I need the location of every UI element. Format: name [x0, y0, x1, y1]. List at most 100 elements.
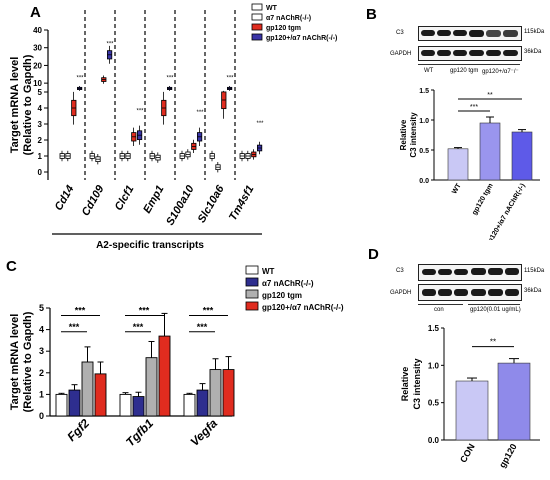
y-axis-title: Relative	[400, 367, 410, 402]
panel-label-b: B	[366, 6, 377, 23]
y-tick-label: 1.0	[419, 118, 429, 125]
gapdh-blot-label: GAPDH	[390, 51, 412, 57]
legend-swatch-1	[251, 13, 263, 21]
legend-label-0: WT	[266, 5, 278, 12]
bar-3	[94, 373, 107, 417]
bar-2	[209, 369, 222, 417]
bar-0	[119, 393, 132, 417]
sig-star: ***	[196, 110, 204, 116]
y-tick-label: 0.0	[428, 436, 440, 445]
panel-label-d: D	[368, 246, 379, 263]
legend-swatch-3	[245, 301, 259, 311]
bar-1	[68, 389, 81, 417]
y-axis-title: Target mRNA level	[9, 57, 21, 154]
legend-label-2: gp120 tgm	[266, 25, 301, 32]
y-tick-label: 4	[38, 104, 43, 113]
bar-0	[455, 380, 489, 441]
blot-lane-combo: gp120+/α7⁻/⁻	[482, 69, 519, 75]
sig-star: ***	[69, 322, 80, 332]
x-category-label: CON	[458, 442, 477, 464]
x-category-label: Cd14	[53, 184, 77, 213]
blot-lane-con: con	[434, 307, 444, 313]
y-axis-title: Relative	[399, 119, 408, 150]
legend-swatch-2	[245, 289, 259, 299]
sig-star: ***	[197, 322, 208, 332]
x-category-label: S100a10	[164, 183, 197, 228]
sig-star: ***	[75, 306, 86, 316]
bar-1	[132, 396, 145, 417]
sig-star: ***	[106, 42, 114, 48]
legend-label-3: gp120+/α7 nAChR(-/-)	[262, 303, 344, 312]
sig-star: ***	[226, 75, 234, 81]
y-axis-title-2: (Relative to Gapdh)	[22, 311, 34, 412]
x-category-label: Emp1	[141, 184, 166, 216]
gapdh-blot-image	[418, 46, 522, 61]
panel-a-chart: 0 1 2 3 4 510 20 30 40 Target mRNA level (Relative…	[9, 3, 337, 251]
y-tick-label: 30	[33, 44, 42, 53]
x-category-label: Tgfb1	[123, 416, 156, 449]
blot-lane-gp120: gp120 tgm	[450, 68, 479, 74]
bar-0	[183, 393, 196, 417]
y-tick-label: 0	[38, 168, 43, 177]
y-tick-label: 0.0	[419, 178, 429, 185]
sig-star: ***	[136, 108, 144, 114]
bar-2	[145, 357, 158, 417]
bar-2	[81, 361, 94, 417]
y-tick-label: 1.5	[419, 88, 429, 95]
y-tick-label: 0.5	[419, 148, 429, 155]
panel-c-chart: 0 1 2 3 4 5 Target mRNA level (Relative to Gapd…	[9, 265, 344, 449]
legend-swatch-3	[251, 33, 263, 41]
x-category-label: gp120	[497, 442, 519, 470]
panel-label-a: A	[30, 4, 41, 21]
y-tick-label: 5	[39, 303, 44, 313]
y-tick-label: 0.5	[428, 399, 440, 408]
sig-star: **	[490, 338, 496, 347]
y-axis-title-2: (Relative to Gapdh)	[22, 54, 34, 155]
sig-star: ***	[76, 75, 84, 81]
bar-0	[55, 393, 68, 417]
sig-star: ***	[203, 306, 214, 316]
y-axis-title: Target mRNA level	[9, 314, 21, 411]
panel-b-chart: 0.0 0.5 1.0 1.5 Relative C3 intensity WT gp120 …	[399, 88, 540, 240]
sig-star-1: ***	[470, 104, 478, 111]
panel-label-c: C	[6, 258, 17, 275]
legend-swatch-2	[251, 23, 263, 31]
y-tick-label: 40	[33, 26, 42, 35]
x-category-label: Cd109	[80, 183, 107, 218]
x-category-label: Vegfa	[187, 416, 220, 449]
y-tick-label: 3	[38, 120, 43, 129]
x-axis-title: A2-specific transcripts	[96, 240, 204, 251]
blot-lane-gp120-dose: gp120(0.01 ug/mL)	[470, 307, 521, 313]
y-tick-label: 2	[38, 136, 43, 145]
x-category-label: Fgf2	[64, 416, 92, 444]
bar-3	[158, 335, 171, 417]
y-tick-label: 1.5	[428, 324, 440, 333]
y-tick-label: 3	[39, 346, 44, 356]
y-tick-label: 20	[33, 61, 42, 70]
panel-d-chart: 0.0 0.5 1.0 1.5 Relative C3 intensity CON gp120…	[400, 324, 540, 470]
x-category-label: Clcf1	[113, 184, 137, 213]
y-tick-label: 5	[38, 88, 43, 97]
sig-star: ***	[256, 121, 264, 127]
x-category-label: Slc10a6	[196, 183, 227, 225]
bar-1	[196, 389, 209, 417]
bar-0	[447, 148, 469, 181]
y-tick-label: 2	[39, 368, 44, 378]
y-axis-title-2: C3 intensity	[409, 112, 418, 158]
c3-kda-label-d: 115kDa	[524, 268, 545, 274]
c3-blot-image-d	[418, 264, 522, 281]
c3-blot-label: C3	[396, 30, 404, 36]
x-category-label: gp120 tgm	[471, 183, 495, 217]
gapdh-blot-image-d	[418, 284, 522, 301]
sig-star-2: **	[487, 92, 493, 99]
x-category-label: Tm4sf1	[227, 184, 257, 223]
x-category-label: WT	[451, 182, 463, 196]
bar-1	[497, 362, 531, 441]
y-axis-title-2: C3 intensity	[412, 358, 422, 409]
bar-2	[511, 131, 533, 181]
y-tick-label: 1	[38, 152, 43, 161]
legend-label-0: WT	[262, 267, 275, 276]
c3-kda-label: 115kDa	[524, 29, 545, 35]
legend-label-1: α7 nAChR(-/-)	[266, 15, 311, 22]
y-tick-label: 4	[39, 325, 44, 335]
